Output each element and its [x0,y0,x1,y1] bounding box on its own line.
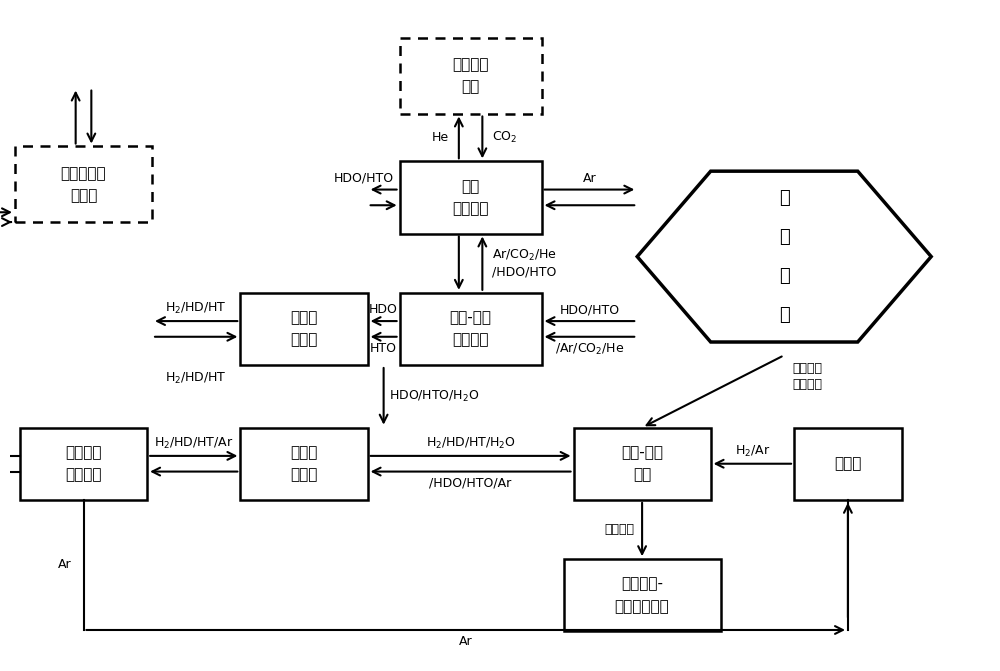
Text: HDO/HTO/H$_2$O: HDO/HTO/H$_2$O [389,389,479,404]
Text: HTO: HTO [370,342,397,355]
Text: 高温过滤-
浇注成型单元: 高温过滤- 浇注成型单元 [615,576,669,614]
Text: H$_2$/HD/HT/H$_2$O: H$_2$/HD/HT/H$_2$O [426,436,516,451]
Text: Ar/CO$_2$/He
/HDO/HTO: Ar/CO$_2$/He /HDO/HTO [492,248,557,278]
Text: 废气除氚
系统: 废气除氚 系统 [452,57,489,95]
Text: 氢同位素分
离系统: 氢同位素分 离系统 [61,166,106,203]
Text: 低温
吸附单元: 低温 吸附单元 [452,178,489,216]
Text: 常温吸
附单元: 常温吸 附单元 [290,445,318,482]
Text: H$_2$/HD/HT: H$_2$/HD/HT [165,301,227,316]
Text: H$_2$/HD/HT: H$_2$/HD/HT [165,370,227,386]
Text: 固体粉末
或气溶胶: 固体粉末 或气溶胶 [792,362,822,391]
Text: /HDO/HTO/Ar: /HDO/HTO/Ar [429,476,512,489]
Polygon shape [637,171,931,342]
Text: 钯合金膜
分离单元: 钯合金膜 分离单元 [65,445,102,482]
Text: He: He [432,131,449,144]
Bar [574,427,711,500]
Text: 熔融-鼓泡
单元: 熔融-鼓泡 单元 [621,445,663,482]
Text: /Ar/CO$_2$/He: /Ar/CO$_2$/He [555,342,624,357]
Bar [15,146,152,222]
Text: Ar: Ar [459,635,473,648]
Bar [794,427,902,500]
Text: 金属还
原单元: 金属还 原单元 [290,310,318,348]
Text: Ar: Ar [58,558,72,572]
Text: 冷凝-气液
分离单元: 冷凝-气液 分离单元 [450,310,492,348]
Bar [400,38,542,113]
Text: 储气罐: 储气罐 [834,456,862,471]
Bar [400,293,542,365]
Text: HDO: HDO [369,303,398,316]
Text: CO$_2$: CO$_2$ [492,130,517,145]
Text: H$_2$/Ar: H$_2$/Ar [735,444,770,459]
Text: Ar: Ar [583,172,596,185]
Bar [400,161,542,234]
Text: 液态金属: 液态金属 [604,523,634,536]
Bar [564,559,720,631]
Bar [20,427,147,500]
Text: H$_2$/HD/HT/Ar: H$_2$/HD/HT/Ar [154,436,233,451]
Text: HDO/HTO: HDO/HTO [334,172,394,185]
Text: 聚
变
靶
室: 聚 变 靶 室 [779,189,790,324]
Bar [240,427,368,500]
Text: HDO/HTO: HDO/HTO [559,303,619,316]
Bar [240,293,368,365]
